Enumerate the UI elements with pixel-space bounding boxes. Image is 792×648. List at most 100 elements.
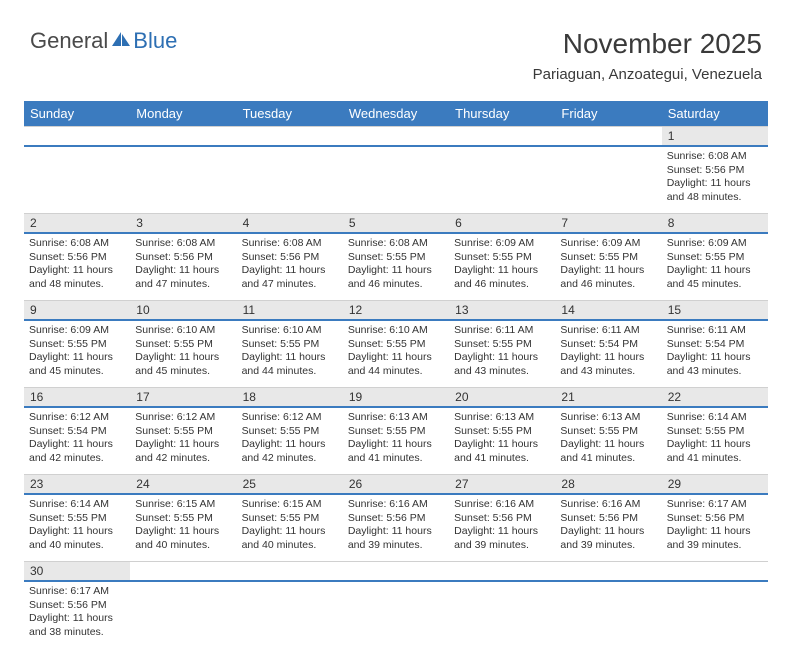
daylight-line: Daylight: 11 hours — [29, 525, 125, 539]
daylight-line2: and 39 minutes. — [348, 539, 444, 553]
sunrise-line: Sunrise: 6:16 AM — [454, 498, 550, 512]
sunset-line: Sunset: 5:56 PM — [29, 251, 125, 265]
day-number: 14 — [555, 301, 661, 319]
day-number: 7 — [555, 214, 661, 232]
week-row: Sunrise: 6:08 AMSunset: 5:56 PMDaylight:… — [24, 147, 768, 213]
sunrise-line: Sunrise: 6:12 AM — [135, 411, 231, 425]
daylight-line2: and 48 minutes. — [667, 191, 763, 205]
day-cell: Sunrise: 6:13 AMSunset: 5:55 PMDaylight:… — [449, 408, 555, 474]
day-number: 3 — [130, 214, 236, 232]
sail-icon — [110, 28, 132, 54]
day-cell: Sunrise: 6:16 AMSunset: 5:56 PMDaylight:… — [555, 495, 661, 561]
daylight-line2: and 47 minutes. — [242, 278, 338, 292]
sunrise-line: Sunrise: 6:11 AM — [454, 324, 550, 338]
day-cell: Sunrise: 6:17 AMSunset: 5:56 PMDaylight:… — [662, 495, 768, 561]
sunset-line: Sunset: 5:55 PM — [348, 251, 444, 265]
day-cell: Sunrise: 6:16 AMSunset: 5:56 PMDaylight:… — [343, 495, 449, 561]
daylight-line2: and 42 minutes. — [135, 452, 231, 466]
sunrise-line: Sunrise: 6:17 AM — [29, 585, 125, 599]
daylight-line2: and 43 minutes. — [560, 365, 656, 379]
day-number — [449, 562, 555, 580]
daylight-line2: and 41 minutes. — [667, 452, 763, 466]
sunrise-line: Sunrise: 6:17 AM — [667, 498, 763, 512]
sunrise-line: Sunrise: 6:12 AM — [29, 411, 125, 425]
day-header: Friday — [555, 101, 661, 126]
day-cell: Sunrise: 6:08 AMSunset: 5:56 PMDaylight:… — [130, 234, 236, 300]
day-number — [130, 127, 236, 145]
day-number: 19 — [343, 388, 449, 406]
day-number: 11 — [237, 301, 343, 319]
day-number: 22 — [662, 388, 768, 406]
day-cell: Sunrise: 6:11 AMSunset: 5:54 PMDaylight:… — [662, 321, 768, 387]
day-number: 16 — [24, 388, 130, 406]
day-number: 20 — [449, 388, 555, 406]
day-cell: Sunrise: 6:12 AMSunset: 5:55 PMDaylight:… — [237, 408, 343, 474]
daylight-line: Daylight: 11 hours — [454, 351, 550, 365]
day-cell: Sunrise: 6:08 AMSunset: 5:56 PMDaylight:… — [662, 147, 768, 213]
sunrise-line: Sunrise: 6:09 AM — [667, 237, 763, 251]
daylight-line: Daylight: 11 hours — [242, 264, 338, 278]
day-cell — [237, 582, 343, 648]
sunrise-line: Sunrise: 6:13 AM — [560, 411, 656, 425]
daylight-line: Daylight: 11 hours — [667, 438, 763, 452]
daylight-line: Daylight: 11 hours — [454, 525, 550, 539]
sunset-line: Sunset: 5:56 PM — [135, 251, 231, 265]
day-number: 27 — [449, 475, 555, 493]
daylight-line2: and 42 minutes. — [29, 452, 125, 466]
weeks-container: 1Sunrise: 6:08 AMSunset: 5:56 PMDaylight… — [24, 126, 768, 648]
sunset-line: Sunset: 5:56 PM — [667, 512, 763, 526]
sunset-line: Sunset: 5:55 PM — [135, 338, 231, 352]
daylight-line: Daylight: 11 hours — [29, 351, 125, 365]
sunrise-line: Sunrise: 6:13 AM — [348, 411, 444, 425]
day-number: 29 — [662, 475, 768, 493]
header: General Blue November 2025 Pariaguan, An… — [0, 0, 792, 93]
day-cell: Sunrise: 6:08 AMSunset: 5:56 PMDaylight:… — [237, 234, 343, 300]
day-cell — [130, 582, 236, 648]
daylight-line: Daylight: 11 hours — [348, 351, 444, 365]
sunset-line: Sunset: 5:56 PM — [348, 512, 444, 526]
daylight-line2: and 41 minutes. — [454, 452, 550, 466]
sunset-line: Sunset: 5:55 PM — [29, 512, 125, 526]
daylight-line: Daylight: 11 hours — [667, 264, 763, 278]
sunset-line: Sunset: 5:56 PM — [560, 512, 656, 526]
daynum-row: 30 — [24, 561, 768, 582]
sunset-line: Sunset: 5:56 PM — [29, 599, 125, 613]
day-number — [237, 127, 343, 145]
sunset-line: Sunset: 5:56 PM — [454, 512, 550, 526]
daylight-line2: and 38 minutes. — [29, 626, 125, 640]
daylight-line2: and 39 minutes. — [667, 539, 763, 553]
daylight-line: Daylight: 11 hours — [242, 351, 338, 365]
day-number: 23 — [24, 475, 130, 493]
sunrise-line: Sunrise: 6:15 AM — [242, 498, 338, 512]
daylight-line: Daylight: 11 hours — [348, 438, 444, 452]
sunset-line: Sunset: 5:55 PM — [454, 338, 550, 352]
daylight-line: Daylight: 11 hours — [29, 264, 125, 278]
sunrise-line: Sunrise: 6:13 AM — [454, 411, 550, 425]
day-number — [343, 127, 449, 145]
day-cell: Sunrise: 6:11 AMSunset: 5:54 PMDaylight:… — [555, 321, 661, 387]
day-number: 13 — [449, 301, 555, 319]
sunset-line: Sunset: 5:55 PM — [560, 425, 656, 439]
day-number: 12 — [343, 301, 449, 319]
day-cell: Sunrise: 6:08 AMSunset: 5:55 PMDaylight:… — [343, 234, 449, 300]
daylight-line: Daylight: 11 hours — [560, 438, 656, 452]
daylight-line: Daylight: 11 hours — [135, 351, 231, 365]
daylight-line: Daylight: 11 hours — [560, 525, 656, 539]
sunset-line: Sunset: 5:55 PM — [667, 425, 763, 439]
sunset-line: Sunset: 5:54 PM — [29, 425, 125, 439]
day-number — [130, 562, 236, 580]
sunrise-line: Sunrise: 6:16 AM — [348, 498, 444, 512]
sunset-line: Sunset: 5:55 PM — [242, 338, 338, 352]
day-cell: Sunrise: 6:12 AMSunset: 5:55 PMDaylight:… — [130, 408, 236, 474]
day-number — [449, 127, 555, 145]
sunrise-line: Sunrise: 6:11 AM — [560, 324, 656, 338]
sunset-line: Sunset: 5:55 PM — [135, 512, 231, 526]
day-number: 6 — [449, 214, 555, 232]
logo: General Blue — [30, 28, 177, 54]
day-number: 5 — [343, 214, 449, 232]
daynum-row: 9101112131415 — [24, 300, 768, 321]
sunset-line: Sunset: 5:55 PM — [560, 251, 656, 265]
day-cell — [555, 582, 661, 648]
day-cell: Sunrise: 6:15 AMSunset: 5:55 PMDaylight:… — [237, 495, 343, 561]
daylight-line2: and 44 minutes. — [242, 365, 338, 379]
